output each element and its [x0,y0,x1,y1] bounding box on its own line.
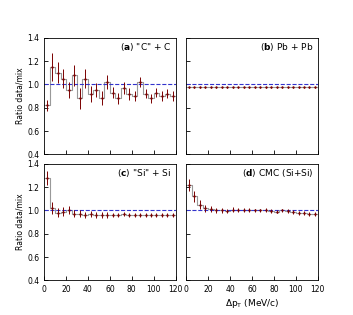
Text: $\bf{\mathrm{(}c\mathrm{)}}$ "Si" + Si: $\bf{\mathrm{(}c\mathrm{)}}$ "Si" + Si [117,167,172,179]
Y-axis label: Ratio data/mix: Ratio data/mix [16,194,24,250]
Text: $\bf{\mathrm{(}a\mathrm{)}}$ "C" + C: $\bf{\mathrm{(}a\mathrm{)}}$ "C" + C [120,41,172,53]
Text: $\bf{\mathrm{(}d\mathrm{)}}$ CMC (Si+Si): $\bf{\mathrm{(}d\mathrm{)}}$ CMC (Si+Si) [242,167,314,179]
X-axis label: Δp$_\mathrm{T}$ (MeV/c): Δp$_\mathrm{T}$ (MeV/c) [225,297,279,310]
Y-axis label: Ratio data/mix: Ratio data/mix [16,68,24,124]
Text: $\bf{\mathrm{(}b\mathrm{)}}$ Pb + Pb: $\bf{\mathrm{(}b\mathrm{)}}$ Pb + Pb [261,41,314,53]
